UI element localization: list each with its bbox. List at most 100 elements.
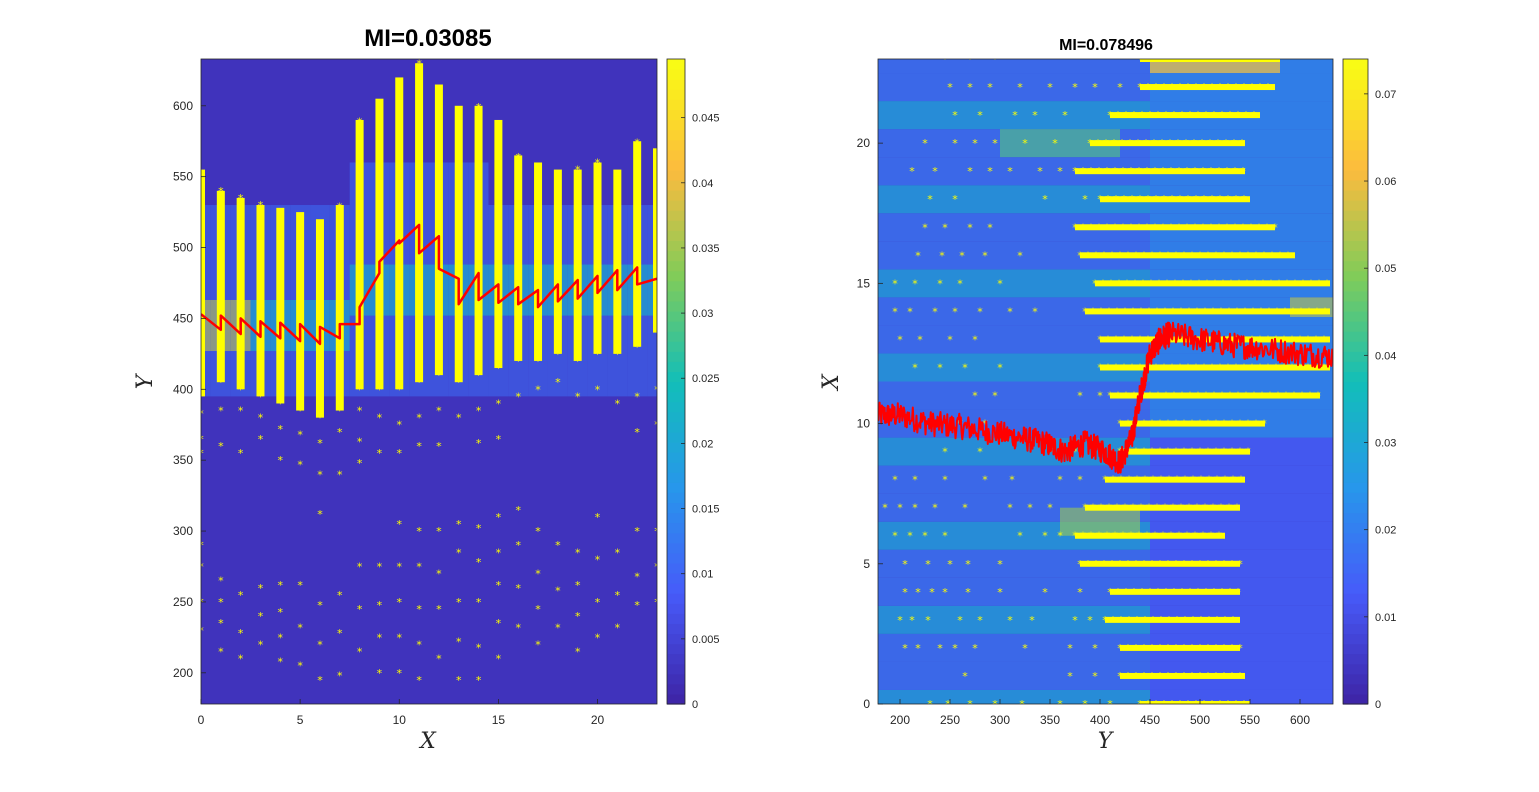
scatter-point: * xyxy=(397,560,403,573)
scatter-point: * xyxy=(258,433,264,446)
scatter-point: * xyxy=(1080,165,1086,178)
y-axis-label: X xyxy=(819,373,844,392)
scatter-point: * xyxy=(357,345,363,358)
scatter-point: * xyxy=(555,182,561,195)
y-tick-label: 15 xyxy=(857,276,871,290)
scatter-dense-band xyxy=(216,190,225,383)
scatter-point: * xyxy=(1281,333,1287,346)
scatter-point: * xyxy=(1165,558,1171,571)
scatter-point: * xyxy=(218,287,224,300)
scatter-point: * xyxy=(515,176,521,189)
scatter-point: * xyxy=(997,586,1003,599)
scatter-point: * xyxy=(977,614,983,627)
scatter-point: * xyxy=(1230,614,1236,627)
scatter-point: * xyxy=(965,586,971,599)
scatter-point: * xyxy=(416,198,422,211)
scatter-point: * xyxy=(942,586,948,599)
scatter-point: * xyxy=(1194,305,1200,318)
scatter-point: * xyxy=(1217,193,1223,206)
scatter-point: * xyxy=(397,205,403,218)
scatter-point: * xyxy=(1200,221,1206,234)
scatter-point: * xyxy=(952,137,958,150)
scatter-dense-band xyxy=(494,119,503,369)
scatter-point: * xyxy=(476,356,482,369)
scatter-point: * xyxy=(1118,614,1124,627)
scatter-point: * xyxy=(1222,474,1228,487)
scatter-point: * xyxy=(1245,418,1251,431)
scatter-point: * xyxy=(1269,249,1275,262)
scatter-point: * xyxy=(198,433,204,446)
scatter-point: * xyxy=(1092,642,1098,655)
scatter-point: * xyxy=(456,674,462,687)
scatter-point: * xyxy=(337,226,343,239)
scatter-point: * xyxy=(1153,361,1159,374)
scatter-point: * xyxy=(575,329,581,342)
scatter-dense-band xyxy=(1105,616,1240,623)
scatter-point: * xyxy=(1153,81,1159,94)
scatter-point: * xyxy=(496,222,502,235)
scatter-point: * xyxy=(615,208,621,221)
scatter-point: * xyxy=(937,361,943,374)
scatter-point: * xyxy=(337,251,343,264)
scatter-point: * xyxy=(397,90,403,103)
scatter-dense-band xyxy=(593,162,602,354)
scatter-point: * xyxy=(456,223,462,236)
scatter-point: * xyxy=(317,297,323,310)
scatter-point: * xyxy=(1243,109,1249,122)
scatter-point: * xyxy=(1290,305,1296,318)
scatter-point: * xyxy=(997,558,1003,571)
scatter-point: * xyxy=(1109,558,1115,571)
scatter-point: * xyxy=(595,322,601,335)
x-tick-label: 0 xyxy=(198,713,205,727)
scatter-point: * xyxy=(555,233,561,246)
scatter-point: * xyxy=(634,239,640,252)
scatter-dense-band xyxy=(415,63,424,383)
scatter-point: * xyxy=(1306,305,1312,318)
scatter-point: * xyxy=(456,351,462,364)
scatter-point: * xyxy=(1141,670,1147,683)
scatter-point: * xyxy=(456,147,462,160)
scatter-point: * xyxy=(1233,53,1239,66)
scatter-point: * xyxy=(987,165,993,178)
scatter-point: * xyxy=(317,399,323,412)
scatter-point: * xyxy=(1125,642,1131,655)
scatter-point: * xyxy=(1200,165,1206,178)
scatter-point: * xyxy=(377,631,383,644)
scatter-point: * xyxy=(535,164,541,177)
scatter-point: * xyxy=(1131,390,1137,403)
scatter-point: * xyxy=(535,240,541,253)
scatter-point: * xyxy=(416,108,422,121)
scatter-point: * xyxy=(654,250,660,263)
scatter-dense-band xyxy=(1085,308,1330,315)
scatter-point: * xyxy=(476,331,482,344)
scatter-point: * xyxy=(634,251,640,264)
y-axis-label: Y xyxy=(133,372,158,389)
scatter-point: * xyxy=(1220,277,1226,290)
scatter-point: * xyxy=(1252,277,1258,290)
scatter-point: * xyxy=(575,227,581,240)
scatter-point: * xyxy=(218,325,224,338)
scatter-point: * xyxy=(198,237,204,250)
scatter-point: * xyxy=(1237,249,1243,262)
scatter-point: * xyxy=(615,182,621,195)
scatter-point: * xyxy=(1152,530,1158,543)
scatter-point: * xyxy=(1042,193,1048,206)
scatter-point: * xyxy=(1181,249,1187,262)
scatter-point: * xyxy=(1157,446,1163,459)
scatter-point: * xyxy=(1150,474,1156,487)
scatter-point: * xyxy=(1218,305,1224,318)
scatter-point: * xyxy=(1235,586,1241,599)
scatter-point: * xyxy=(1176,165,1182,178)
scatter-point: * xyxy=(1257,333,1263,346)
scatter-point: * xyxy=(1212,277,1218,290)
scatter-point: * xyxy=(654,263,660,276)
scatter-point: * xyxy=(575,355,581,368)
scatter-point: * xyxy=(1113,333,1119,346)
scatter-point: * xyxy=(897,333,903,346)
scatter-point: * xyxy=(1072,81,1078,94)
scatter-point: * xyxy=(1197,642,1203,655)
scatter-point: * xyxy=(1152,165,1158,178)
scatter-point: * xyxy=(1184,530,1190,543)
scatter-point: * xyxy=(1274,305,1280,318)
scatter-point: * xyxy=(357,371,363,384)
